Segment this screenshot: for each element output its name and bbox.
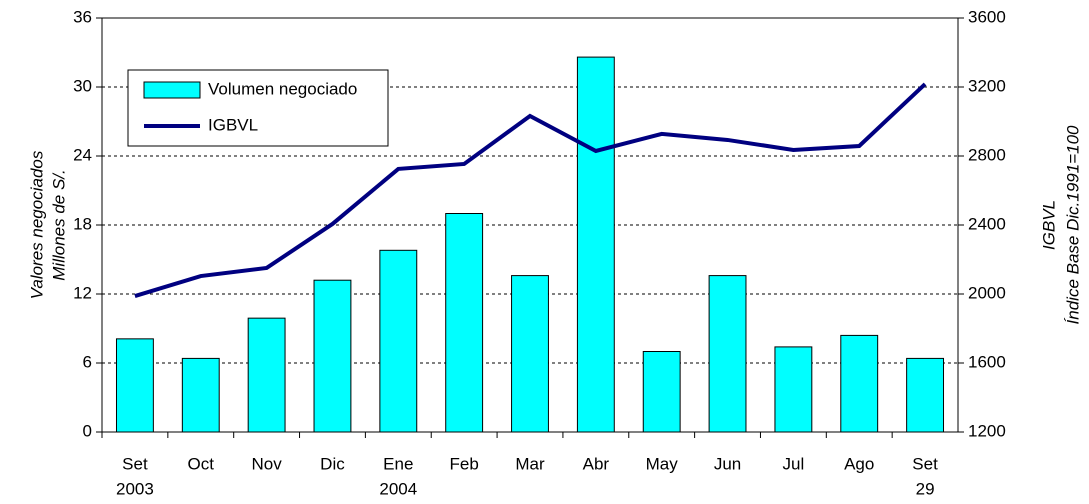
bar [906,357,945,433]
legend-label: Volumen negociado [208,79,357,98]
bar [708,275,747,433]
y2-axis-label: Índice Base Dic.1991=100 [1063,125,1082,324]
x-tick-label: Jul [783,454,805,473]
bar [313,279,352,433]
line [134,82,927,298]
x-tick-sublabel: 2003 [116,479,154,498]
x-tick-label: Nov [251,454,282,473]
x-tick-label: Jun [714,454,741,473]
x-tick-label: Feb [450,454,479,473]
x-tick-label: Ene [383,454,413,473]
x-tick-label: Abr [583,454,610,473]
y2-axis-label: IGBVL [1039,200,1058,250]
x-tick-label: Set [122,454,148,473]
y2-tick-label: 1600 [968,352,1006,371]
bar [115,338,154,433]
y2-tick-label: 2800 [968,145,1006,164]
x-tick-label: Mar [515,454,545,473]
bar [511,275,549,433]
legend-label: IGBVL [208,115,258,134]
y2-tick-label: 2400 [968,214,1006,233]
y2-tick-label: 3200 [968,76,1006,95]
legend-swatch [143,81,201,99]
y-tick-label: 24 [73,145,92,164]
y2-tick-label: 1200 [968,421,1006,440]
x-tick-label: Set [912,454,938,473]
bar [774,346,813,433]
x-tick-label: Dic [320,454,345,473]
x-tick-label: Ago [844,454,874,473]
y2-tick-label: 3600 [968,7,1006,26]
y-axis-label: Millones de S/. [49,169,68,281]
y-tick-label: 36 [73,7,92,26]
y-tick-label: 0 [83,421,92,440]
y2-tick-label: 2000 [968,283,1006,302]
y-tick-label: 18 [73,214,92,233]
legend-box [127,69,389,147]
bar [576,56,615,433]
x-tick-label: Oct [188,454,215,473]
bar [840,334,879,433]
x-tick-sublabel: 29 [916,479,935,498]
x-tick-label: May [646,454,679,473]
y-tick-label: 6 [83,352,92,371]
y-tick-label: 30 [73,76,92,95]
bar [379,249,418,433]
x-tick-sublabel: 2004 [379,479,417,498]
y-axis-label: Valores negociados [27,150,46,299]
bar [247,317,286,433]
bar [445,213,484,433]
bar [181,357,220,433]
y-tick-label: 12 [73,283,92,302]
bar [642,351,681,433]
